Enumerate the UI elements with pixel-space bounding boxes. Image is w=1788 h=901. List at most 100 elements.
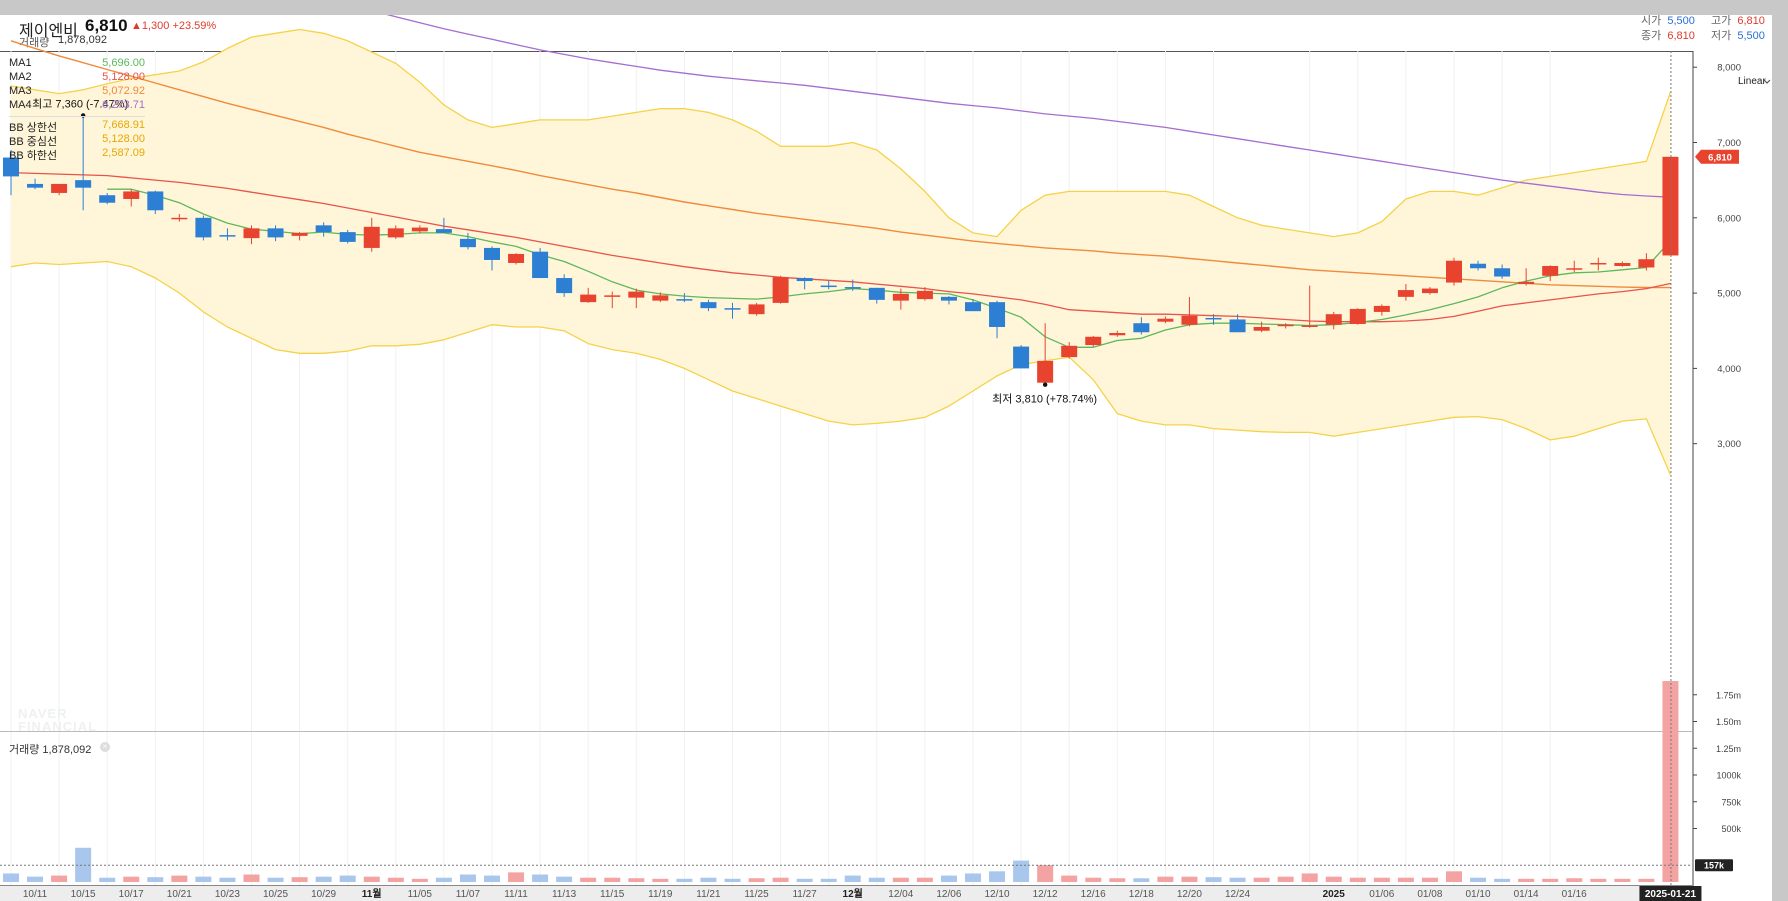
volume-bar-50	[1205, 877, 1222, 882]
volume-bar-49	[1181, 876, 1198, 882]
volume-bar-7	[171, 875, 188, 882]
price-change: ▲1,300 +23.59%	[131, 20, 217, 32]
volume-bar-65	[1566, 878, 1583, 882]
candle-body-40	[965, 302, 981, 312]
volume-panel-title: 거래량 1,878,092	[9, 744, 92, 756]
candle-body-35	[844, 287, 861, 289]
volume-bar-10	[243, 874, 260, 882]
ma4-line	[386, 15, 1671, 198]
volume-bar-44	[1061, 875, 1078, 882]
volume-bar-23	[556, 876, 573, 882]
time-label-29: 01/10	[1465, 889, 1490, 900]
volume-panel-close-icon[interactable]: ×	[100, 742, 110, 752]
candle-body-43	[1037, 360, 1054, 383]
legend-ma4: MA4 6,273.71	[9, 99, 145, 113]
candle-body-46	[1109, 333, 1126, 336]
low-annotation: 최저 3,810 (+78.74%)	[992, 393, 1097, 406]
ohlc-high: 고가 6,810	[1711, 15, 1765, 28]
volume-bar-41	[989, 871, 1006, 882]
candle-body-10	[243, 228, 260, 239]
time-label-4: 10/23	[215, 889, 240, 900]
volume-bar-2	[51, 875, 68, 882]
candle-body-53	[1277, 324, 1294, 327]
volume-bar-54	[1301, 873, 1318, 882]
candle-body-64	[1542, 265, 1559, 276]
volume-bar-27	[652, 878, 669, 882]
candle-body-17	[411, 227, 428, 232]
chart-frame: 제이엔비 6,810 ▲1,300 +23.59% 거래량 1,878,092 …	[0, 15, 1772, 901]
legend-divider	[9, 116, 145, 117]
candle-body-55	[1325, 314, 1342, 325]
current-price-badge-label: 6,810	[1708, 152, 1732, 163]
volume-bar-0	[3, 873, 19, 882]
time-label-12: 11/15	[600, 889, 625, 900]
low-label: 저가	[1711, 30, 1732, 42]
volume-bar-38	[916, 877, 933, 882]
volume-bar-67	[1614, 878, 1631, 882]
legend-ma2: MA2 5,128.00	[9, 71, 145, 85]
volume-value: 1,878,092	[58, 34, 107, 46]
low-marker	[1042, 382, 1048, 387]
volume-bar-57	[1373, 877, 1390, 882]
current-date-badge	[1639, 886, 1702, 901]
open-value: 5,500	[1667, 15, 1695, 27]
time-label-24: 12/20	[1177, 889, 1202, 900]
open-label: 시가	[1641, 15, 1662, 27]
candle-body-41	[989, 302, 1006, 327]
time-label-26: 2025	[1323, 889, 1346, 900]
candle-body-62	[1494, 268, 1511, 277]
time-label-22: 12/16	[1081, 889, 1106, 900]
volume-bar-47	[1133, 878, 1150, 882]
time-label-20: 12/10	[984, 889, 1009, 900]
time-label-17: 12월	[843, 888, 863, 900]
volume-bar-56	[1349, 877, 1366, 882]
bollinger-band-fill	[11, 29, 1671, 475]
candle-body-36	[868, 287, 885, 300]
time-label-15: 11/25	[744, 889, 769, 900]
naver-financial-watermark: NAVER FINANCIAL	[18, 707, 97, 733]
volume-bar-33	[796, 878, 813, 882]
candle-body-47	[1133, 323, 1150, 333]
volume-bar-53	[1277, 876, 1294, 882]
candle-body-61	[1470, 263, 1487, 269]
volume-bar-68	[1638, 878, 1655, 882]
legend-bb-lower: BB 하한선 2,587.09	[9, 147, 145, 162]
ohlc-close: 종가 6,810	[1641, 27, 1695, 43]
candle-body-67	[1614, 262, 1631, 266]
legend-bb-lower-name: BB 하한선	[9, 150, 58, 162]
candle-body-60	[1446, 260, 1462, 283]
candle-body-33	[796, 278, 813, 282]
ma2-line	[10, 171, 1671, 323]
chart-canvas[interactable]: 최고 7,360 (-7.47%)최저 3,810 (+78.74%)10,00…	[0, 15, 1772, 901]
candle-body-50	[1205, 317, 1222, 320]
legend-bb-middle-value: 5,128.00	[102, 133, 145, 145]
candle-body-59	[1421, 288, 1438, 294]
volume-bar-21	[508, 872, 525, 882]
time-label-1: 10/15	[71, 889, 96, 900]
candle-body-1	[27, 183, 44, 188]
volume-tick-label-0: 1.75m	[1716, 690, 1741, 700]
candle-body-14	[339, 232, 356, 242]
volume-bar-60	[1446, 871, 1462, 882]
volume-bar-55	[1325, 876, 1342, 882]
volume-bar-5	[123, 876, 140, 882]
volume-tick-label-4: 750k	[1721, 797, 1741, 807]
bb-lower-line	[10, 260, 1672, 476]
volume-tick-label-5: 500k	[1721, 824, 1741, 834]
candle-body-29	[700, 302, 717, 309]
high-value: 6,810	[1737, 15, 1765, 27]
candle-body-57	[1373, 305, 1390, 312]
candle-body-24	[580, 294, 597, 303]
stock-name: 제이엔비	[19, 23, 78, 40]
volume-bar-52	[1253, 877, 1270, 882]
scale-mode-toggle[interactable]: Linear	[1738, 76, 1766, 87]
time-label-8: 11/05	[408, 889, 433, 900]
legend-bb-middle-name: BB 중심선	[9, 136, 58, 148]
price-tick-label-6: 4,000	[1717, 364, 1741, 375]
candle-body-3	[75, 180, 92, 188]
volume-bar-13	[315, 876, 332, 882]
price-tick-label-3: 7,000	[1717, 138, 1741, 149]
legend-ma4-name: MA4	[9, 99, 32, 111]
candle-body-2	[51, 183, 68, 193]
volume-current-badge-label: 157k	[1704, 861, 1725, 871]
